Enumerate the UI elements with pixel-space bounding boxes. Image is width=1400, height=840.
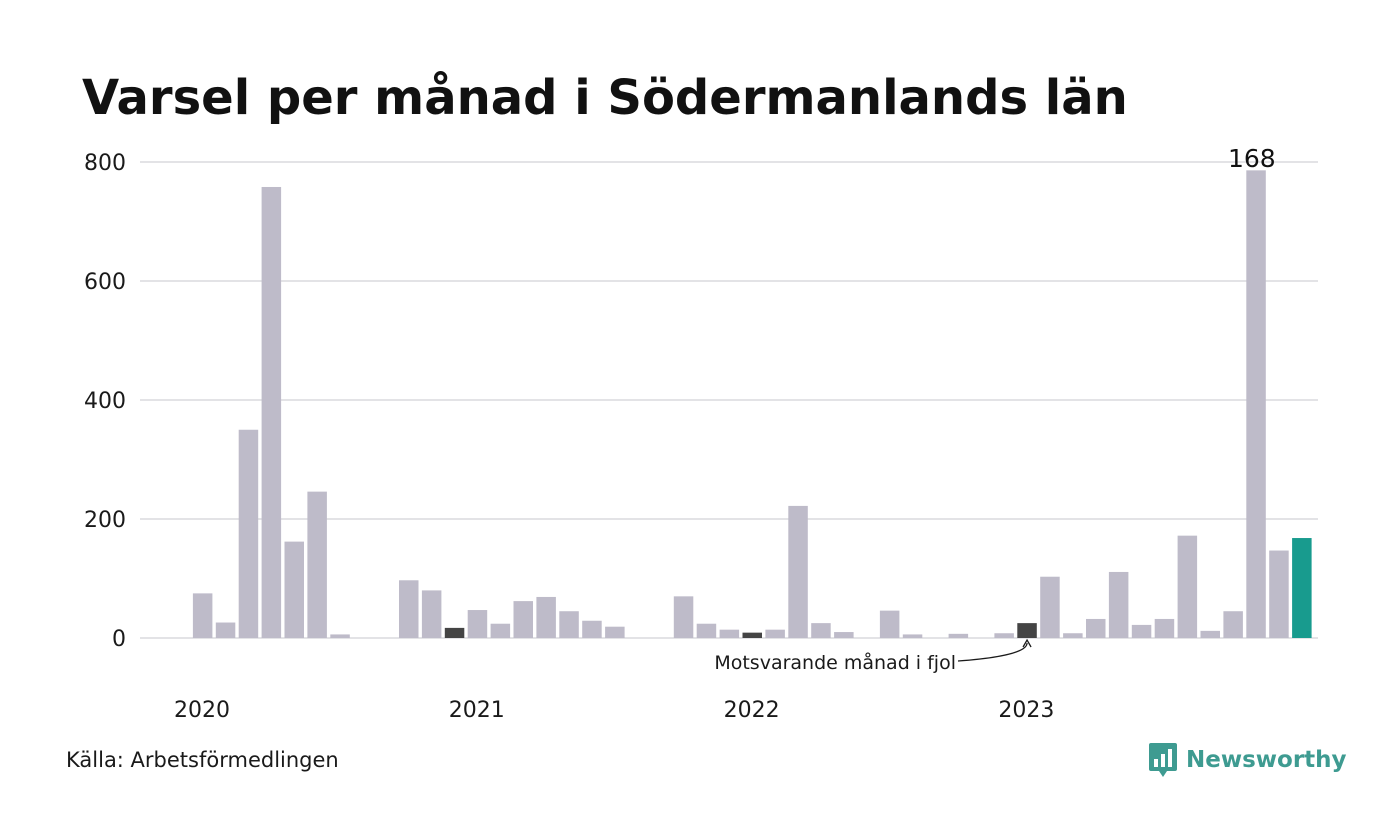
bar (559, 611, 579, 638)
bar (788, 505, 808, 638)
bar (994, 633, 1014, 638)
x-tick-label: 2023 (998, 698, 1054, 723)
bar (1269, 550, 1289, 638)
bars (192, 170, 1312, 639)
x-tick-label: 2022 (724, 698, 780, 723)
brand-name: Newsworthy (1186, 747, 1347, 773)
y-tick-label: 800 (84, 151, 126, 176)
bar (1246, 170, 1266, 638)
bar (1177, 535, 1198, 638)
x-axis-ticks: 2020 2021 2022 2023 (174, 698, 1054, 723)
bar (284, 541, 304, 638)
bar (834, 632, 854, 638)
bar (1108, 571, 1129, 638)
bar (307, 491, 327, 638)
bar (1086, 618, 1106, 638)
y-axis-ticks: 0 200 400 600 800 (84, 151, 126, 652)
bar (1200, 630, 1220, 638)
bar (1154, 618, 1175, 638)
x-tick-label: 2021 (449, 698, 505, 723)
bar (513, 601, 533, 638)
annotation-arrowhead (1022, 638, 1032, 648)
chart-title: Varsel per månad i Södermanlands län (82, 70, 1128, 126)
bar (673, 596, 694, 638)
bar (192, 593, 213, 638)
bar (444, 627, 465, 638)
bar (719, 629, 740, 638)
bar (1131, 624, 1152, 638)
bar (605, 626, 625, 638)
bar (238, 429, 259, 638)
newsworthy-chart-bubble-icon (1149, 743, 1177, 777)
brand-logo: Newsworthy (1148, 742, 1347, 778)
bar (879, 610, 900, 638)
annotations: Motsvarande månad i fjol 168 (714, 144, 1275, 674)
x-tick-label: 2020 (174, 698, 230, 723)
bar (948, 633, 969, 638)
bar (1223, 611, 1243, 638)
y-tick-label: 600 (84, 270, 126, 295)
bar (215, 622, 236, 638)
bar (696, 623, 717, 638)
bar (1017, 623, 1037, 638)
bar (1292, 538, 1312, 638)
bar (1063, 633, 1083, 638)
annotation-arrow (957, 642, 1028, 662)
bar (261, 186, 282, 639)
bar (1040, 576, 1060, 638)
current-value-label: 168 (1228, 144, 1276, 173)
y-tick-label: 200 (84, 508, 126, 533)
bar (330, 634, 350, 638)
bar (811, 623, 831, 638)
bar (490, 623, 511, 638)
bar (582, 620, 602, 638)
bar (467, 610, 488, 638)
y-tick-label: 400 (84, 389, 126, 414)
bar (536, 596, 556, 638)
bar (399, 580, 419, 638)
bar (421, 590, 442, 638)
bar (902, 634, 923, 638)
bar (765, 629, 785, 638)
y-tick-label: 0 (112, 627, 126, 652)
bar (742, 632, 762, 638)
comparison-annotation: Motsvarande månad i fjol (714, 651, 956, 674)
source-note: Källa: Arbetsförmedlingen (66, 748, 339, 772)
